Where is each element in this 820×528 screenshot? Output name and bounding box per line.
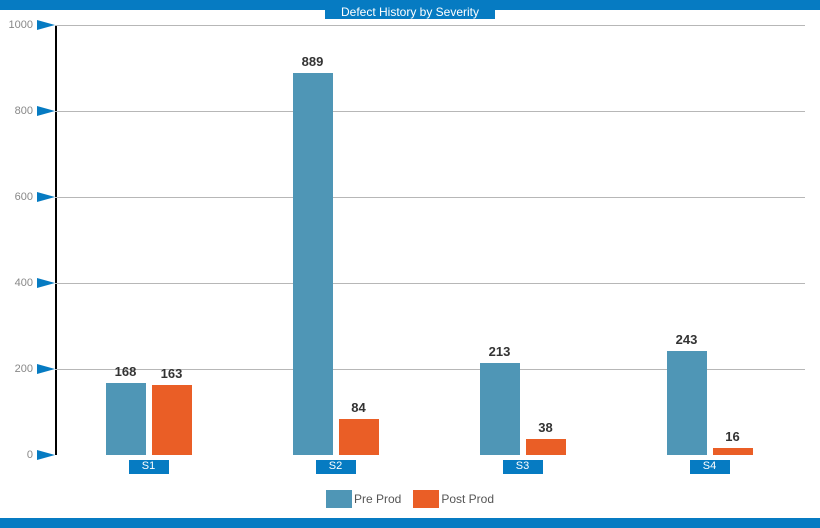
bar-group: 168163 [55,25,242,455]
bar-pre-prod: 889 [293,73,333,455]
legend-swatch [326,490,352,508]
bar-group: 213 38 [429,25,616,455]
legend-item: Post Prod [413,490,494,508]
y-axis-tick [37,278,55,288]
chart-container: Defect History by Severity 0 200 400 600 800… [0,0,820,528]
legend-swatch [413,490,439,508]
y-axis-label: 1000 [9,19,33,31]
y-axis-label: 200 [15,363,33,375]
chart-title: Defect History by Severity [341,5,479,19]
category-label: S1 [142,460,155,472]
bar-value-label: 163 [161,366,183,381]
bar-value-label: 213 [489,344,511,359]
category-label: S3 [516,460,529,472]
y-axis-tick [37,450,55,460]
legend: Pre Prod Post Prod [0,490,820,508]
category-label: S4 [703,460,716,472]
bar-post-prod: 16 [713,448,753,455]
y-axis-label: 400 [15,277,33,289]
legend-label: Post Prod [441,492,494,506]
category-axis: S1 S2 S3 S4 [55,460,805,478]
y-axis-label: 600 [15,191,33,203]
bar-value-label: 16 [725,429,739,444]
y-axis-tick [37,20,55,30]
plot-area: 02004006008001000168163889842133824316 [55,25,805,455]
bar-pre-prod: 243 [667,351,707,455]
category-label: S2 [329,460,342,472]
bar-value-label: 168 [115,364,137,379]
bar-post-prod: 38 [526,439,566,455]
y-axis-tick [37,106,55,116]
bar-group: 243 16 [616,25,803,455]
bar-post-prod: 163 [152,385,192,455]
legend-item: Pre Prod [326,490,401,508]
bar-value-label: 84 [351,400,365,415]
legend-label: Pre Prod [354,492,401,506]
bar-group: 88984 [242,25,429,455]
bar-value-label: 889 [302,54,324,69]
frame-border-bottom [0,518,820,528]
bar-post-prod: 84 [339,419,379,455]
bar-value-label: 38 [538,420,552,435]
y-axis-tick [37,364,55,374]
y-axis-label: 800 [15,105,33,117]
bar-pre-prod: 168 [106,383,146,455]
y-axis-label: 0 [27,449,33,461]
y-axis-tick [37,192,55,202]
bar-value-label: 243 [676,332,698,347]
bar-pre-prod: 213 [480,363,520,455]
